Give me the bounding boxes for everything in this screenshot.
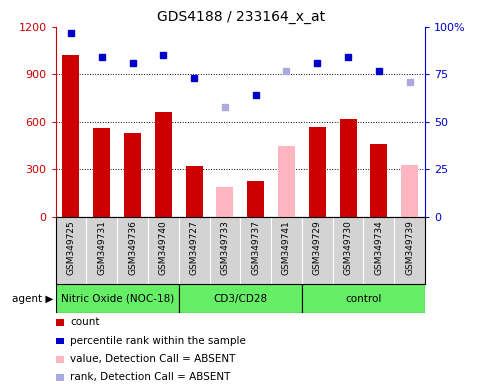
Text: GSM349734: GSM349734 [374, 220, 384, 275]
Text: agent ▶: agent ▶ [12, 293, 53, 304]
Text: GSM349725: GSM349725 [67, 220, 75, 275]
Bar [401, 165, 418, 217]
Bar [56, 284, 179, 313]
Text: CD3/CD28: CD3/CD28 [213, 293, 268, 304]
Bar [185, 166, 202, 217]
Text: GSM349741: GSM349741 [282, 220, 291, 275]
Text: GSM349740: GSM349740 [159, 220, 168, 275]
Bar [155, 113, 172, 217]
Bar [340, 119, 356, 217]
Bar [93, 128, 110, 217]
Bar [179, 284, 302, 313]
Text: percentile rank within the sample: percentile rank within the sample [70, 336, 246, 346]
Text: GSM349736: GSM349736 [128, 220, 137, 275]
Bar [302, 284, 425, 313]
Bar [247, 181, 264, 217]
Bar [309, 127, 326, 217]
Text: GSM349729: GSM349729 [313, 220, 322, 275]
Text: GDS4188 / 233164_x_at: GDS4188 / 233164_x_at [157, 10, 326, 23]
Text: count: count [70, 317, 99, 327]
Text: GSM349731: GSM349731 [97, 220, 106, 275]
Text: GSM349727: GSM349727 [190, 220, 199, 275]
Text: Nitric Oxide (NOC-18): Nitric Oxide (NOC-18) [60, 293, 174, 304]
Text: GSM349730: GSM349730 [343, 220, 353, 275]
Text: control: control [345, 293, 382, 304]
Text: GSM349733: GSM349733 [220, 220, 229, 275]
Text: value, Detection Call = ABSENT: value, Detection Call = ABSENT [70, 354, 235, 364]
Bar [216, 187, 233, 217]
Text: GSM349737: GSM349737 [251, 220, 260, 275]
Text: GSM349739: GSM349739 [405, 220, 414, 275]
Text: rank, Detection Call = ABSENT: rank, Detection Call = ABSENT [70, 372, 230, 382]
Bar [124, 133, 141, 217]
Bar [370, 144, 387, 217]
Bar [62, 55, 79, 217]
Bar [278, 146, 295, 217]
